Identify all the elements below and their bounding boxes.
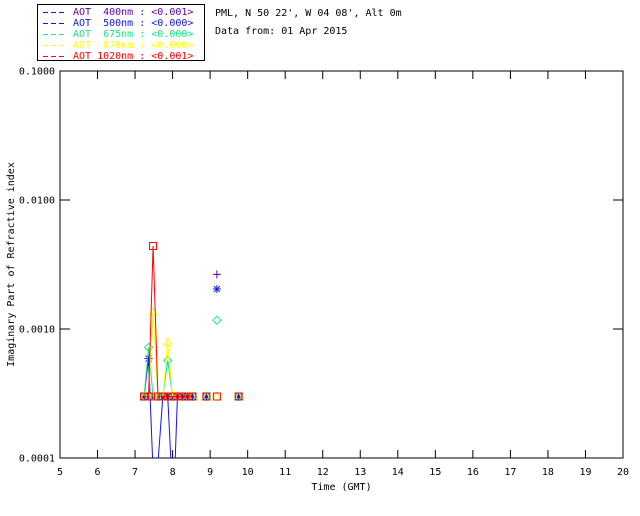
svg-text:6: 6 — [95, 467, 101, 478]
axis-box — [59, 70, 624, 459]
svg-text:17: 17 — [504, 467, 516, 478]
legend-dash-icon — [43, 23, 67, 24]
svg-text:14: 14 — [392, 467, 404, 478]
svg-text:0.1000: 0.1000 — [19, 67, 55, 78]
legend-row-1020nm: AOT 1020nm : <0.001> — [38, 51, 204, 62]
svg-text:20: 20 — [617, 467, 629, 478]
legend-dash-icon — [43, 56, 67, 57]
legend-dash-icon — [43, 12, 67, 13]
legend-row-675nm: AOT 675nm : <0.000> — [38, 29, 204, 40]
svg-text:19: 19 — [579, 467, 591, 478]
legend-row-500nm: AOT 500nm : <0.000> — [38, 18, 204, 29]
legend-label-500nm: AOT 500nm : <0.000> — [73, 18, 194, 29]
svg-text:12: 12 — [317, 467, 329, 478]
svg-text:7: 7 — [132, 467, 138, 478]
svg-text:16: 16 — [467, 467, 479, 478]
svg-text:0.0100: 0.0100 — [19, 196, 55, 207]
svg-text:11: 11 — [279, 467, 291, 478]
legend-row-400nm: AOT 400nm : <0.001> — [38, 7, 204, 18]
svg-text:15: 15 — [429, 467, 441, 478]
x-axis-label: Time (GMT) — [311, 482, 371, 493]
y-axis: 0.1000 0.0100 0.0010 0.0001 — [19, 67, 623, 465]
series-layer — [139, 241, 244, 458]
svg-text:18: 18 — [542, 467, 554, 478]
legend-box: AOT 400nm : <0.001> AOT 500nm : <0.000> … — [37, 4, 205, 62]
legend-label-1020nm: AOT 1020nm : <0.001> — [73, 51, 194, 62]
legend-row-870nm: AOT 870nm : <0.000> — [38, 40, 204, 51]
svg-text:0.0010: 0.0010 — [19, 325, 55, 336]
svg-text:5: 5 — [57, 467, 63, 478]
series-aot-400nm — [140, 270, 243, 401]
svg-text:8: 8 — [170, 467, 176, 478]
station-location-text: PML, N 50 22', W 04 08', Alt 0m — [215, 8, 402, 19]
legend-label-870nm: AOT 870nm : <0.000> — [73, 40, 194, 51]
legend-label-675nm: AOT 675nm : <0.000> — [73, 29, 194, 40]
svg-text:0.0001: 0.0001 — [19, 454, 55, 465]
legend-dash-icon — [43, 45, 67, 46]
svg-text:13: 13 — [354, 467, 366, 478]
series-aot-1020nm — [140, 241, 243, 401]
legend-dash-icon — [43, 34, 67, 35]
legend-label-400nm: AOT 400nm : <0.001> — [73, 7, 194, 18]
data-date-text: Data from: 01 Apr 2015 — [215, 26, 348, 37]
svg-text:9: 9 — [207, 467, 213, 478]
svg-text:10: 10 — [242, 467, 254, 478]
y-axis-label: Imaginary Part of Refractive index — [6, 162, 17, 367]
x-axis: 5 6 7 8 9 10 11 12 13 14 15 16 17 18 19 20 — [57, 71, 629, 478]
